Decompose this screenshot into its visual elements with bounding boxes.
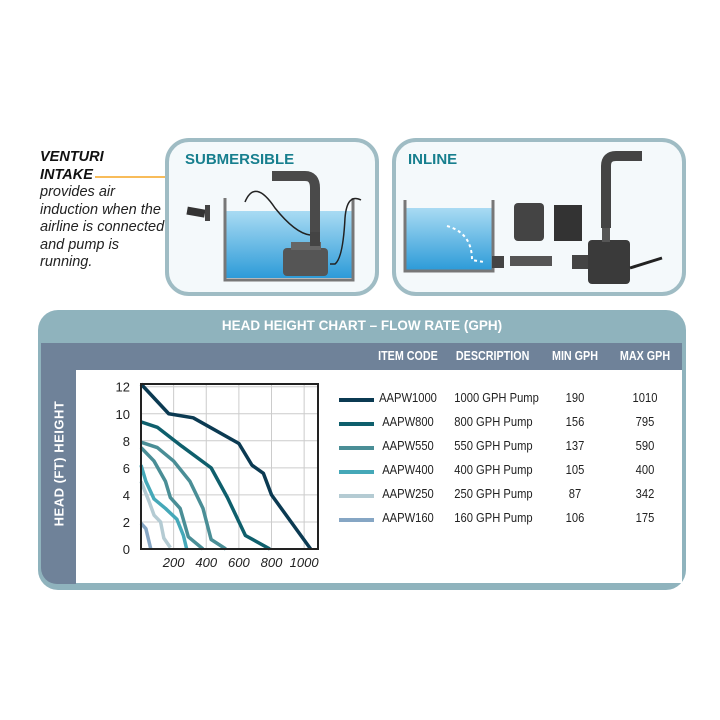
series-line: [139, 382, 313, 551]
table-row: AAPW800 800 GPH Pump 156 795: [336, 414, 682, 438]
item-code: AAPW250: [382, 486, 434, 501]
description: 800 GPH Pump: [454, 414, 533, 429]
legend-swatch: [339, 422, 374, 426]
inline-title: INLINE: [408, 151, 458, 168]
header-min-gph: MIN GPH: [551, 349, 598, 363]
min-gph: 87: [568, 486, 582, 501]
y-tick-label: 10: [116, 407, 130, 422]
series-line: [139, 480, 172, 549]
table-row: AAPW250 250 GPH Pump 87 342: [336, 486, 682, 510]
y-axis-bar: [41, 343, 76, 584]
chart-body: [76, 370, 682, 583]
min-gph: 190: [565, 390, 585, 405]
max-gph: 590: [635, 438, 655, 453]
description: 160 GPH Pump: [454, 510, 533, 525]
x-tick-label: 800: [261, 555, 283, 570]
min-gph: 105: [565, 462, 585, 477]
legend-swatch: [339, 494, 374, 498]
x-tick-label: 600: [228, 555, 250, 570]
series-line: [139, 464, 189, 550]
max-gph: 342: [635, 486, 655, 501]
y-tick-label: 2: [123, 515, 130, 530]
x-tick-label: 200: [162, 555, 185, 570]
table-row: AAPW550 550 GPH Pump 137 590: [336, 438, 682, 462]
y-tick-label: 12: [116, 380, 130, 395]
table-header-bar: [76, 343, 682, 370]
series-line: [140, 420, 271, 551]
y-tick-label: 6: [123, 461, 130, 476]
min-gph: 106: [565, 510, 585, 525]
chart-title: HEAD HEIGHT CHART – FLOW RATE (GPH): [221, 318, 503, 333]
venturi-title-1: VENTURI: [40, 149, 104, 165]
header-description: DESCRIPTION: [455, 349, 530, 363]
max-gph: 1010: [632, 390, 658, 405]
header-item-code: ITEM CODE: [378, 349, 438, 363]
x-tick-label: 400: [195, 555, 217, 570]
y-tick-label: 4: [123, 488, 130, 503]
description: 400 GPH Pump: [454, 462, 533, 477]
x-tick-label: 1000: [290, 555, 320, 570]
venturi-title-2: INTAKE: [40, 166, 93, 183]
header-max-gph: MAX GPH: [619, 349, 671, 363]
submersible-illustration: [186, 171, 362, 282]
item-code: AAPW800: [382, 414, 434, 429]
item-code: AAPW400: [382, 462, 434, 477]
series-line: [139, 446, 205, 551]
venturi-body: provides air induction when the airline …: [40, 184, 165, 270]
venturi-intake-note: VENTURI INTAKE provides air induction wh…: [40, 149, 170, 272]
series-line: [139, 522, 153, 550]
series-line: [140, 440, 227, 551]
legend-swatch: [339, 446, 374, 450]
y-tick-label: 8: [123, 434, 130, 449]
min-gph: 137: [565, 438, 585, 453]
table-row: AAPW400 400 GPH Pump 105 400: [336, 462, 682, 486]
plot-frame: [140, 383, 319, 550]
max-gph: 795: [635, 414, 655, 429]
inline-illustration: [403, 151, 663, 284]
submersible-title: SUBMERSIBLE: [185, 151, 295, 168]
y-tick-label: 0: [123, 542, 130, 557]
description: 550 GPH Pump: [454, 438, 533, 453]
table-row: AAPW160 160 GPH Pump 106 175: [336, 510, 682, 534]
item-code: AAPW550: [382, 438, 434, 453]
description: 1000 GPH Pump: [454, 390, 539, 405]
description: 250 GPH Pump: [454, 486, 533, 501]
item-code: AAPW1000: [379, 390, 437, 405]
legend-swatch: [339, 470, 374, 474]
item-code: AAPW160: [382, 510, 434, 525]
table-row: AAPW1000 1000 GPH Pump 190 1010: [336, 390, 682, 414]
min-gph: 156: [565, 414, 585, 429]
legend-swatch: [339, 518, 374, 522]
max-gph: 175: [635, 510, 655, 525]
max-gph: 400: [635, 462, 655, 477]
legend-swatch: [339, 398, 374, 402]
